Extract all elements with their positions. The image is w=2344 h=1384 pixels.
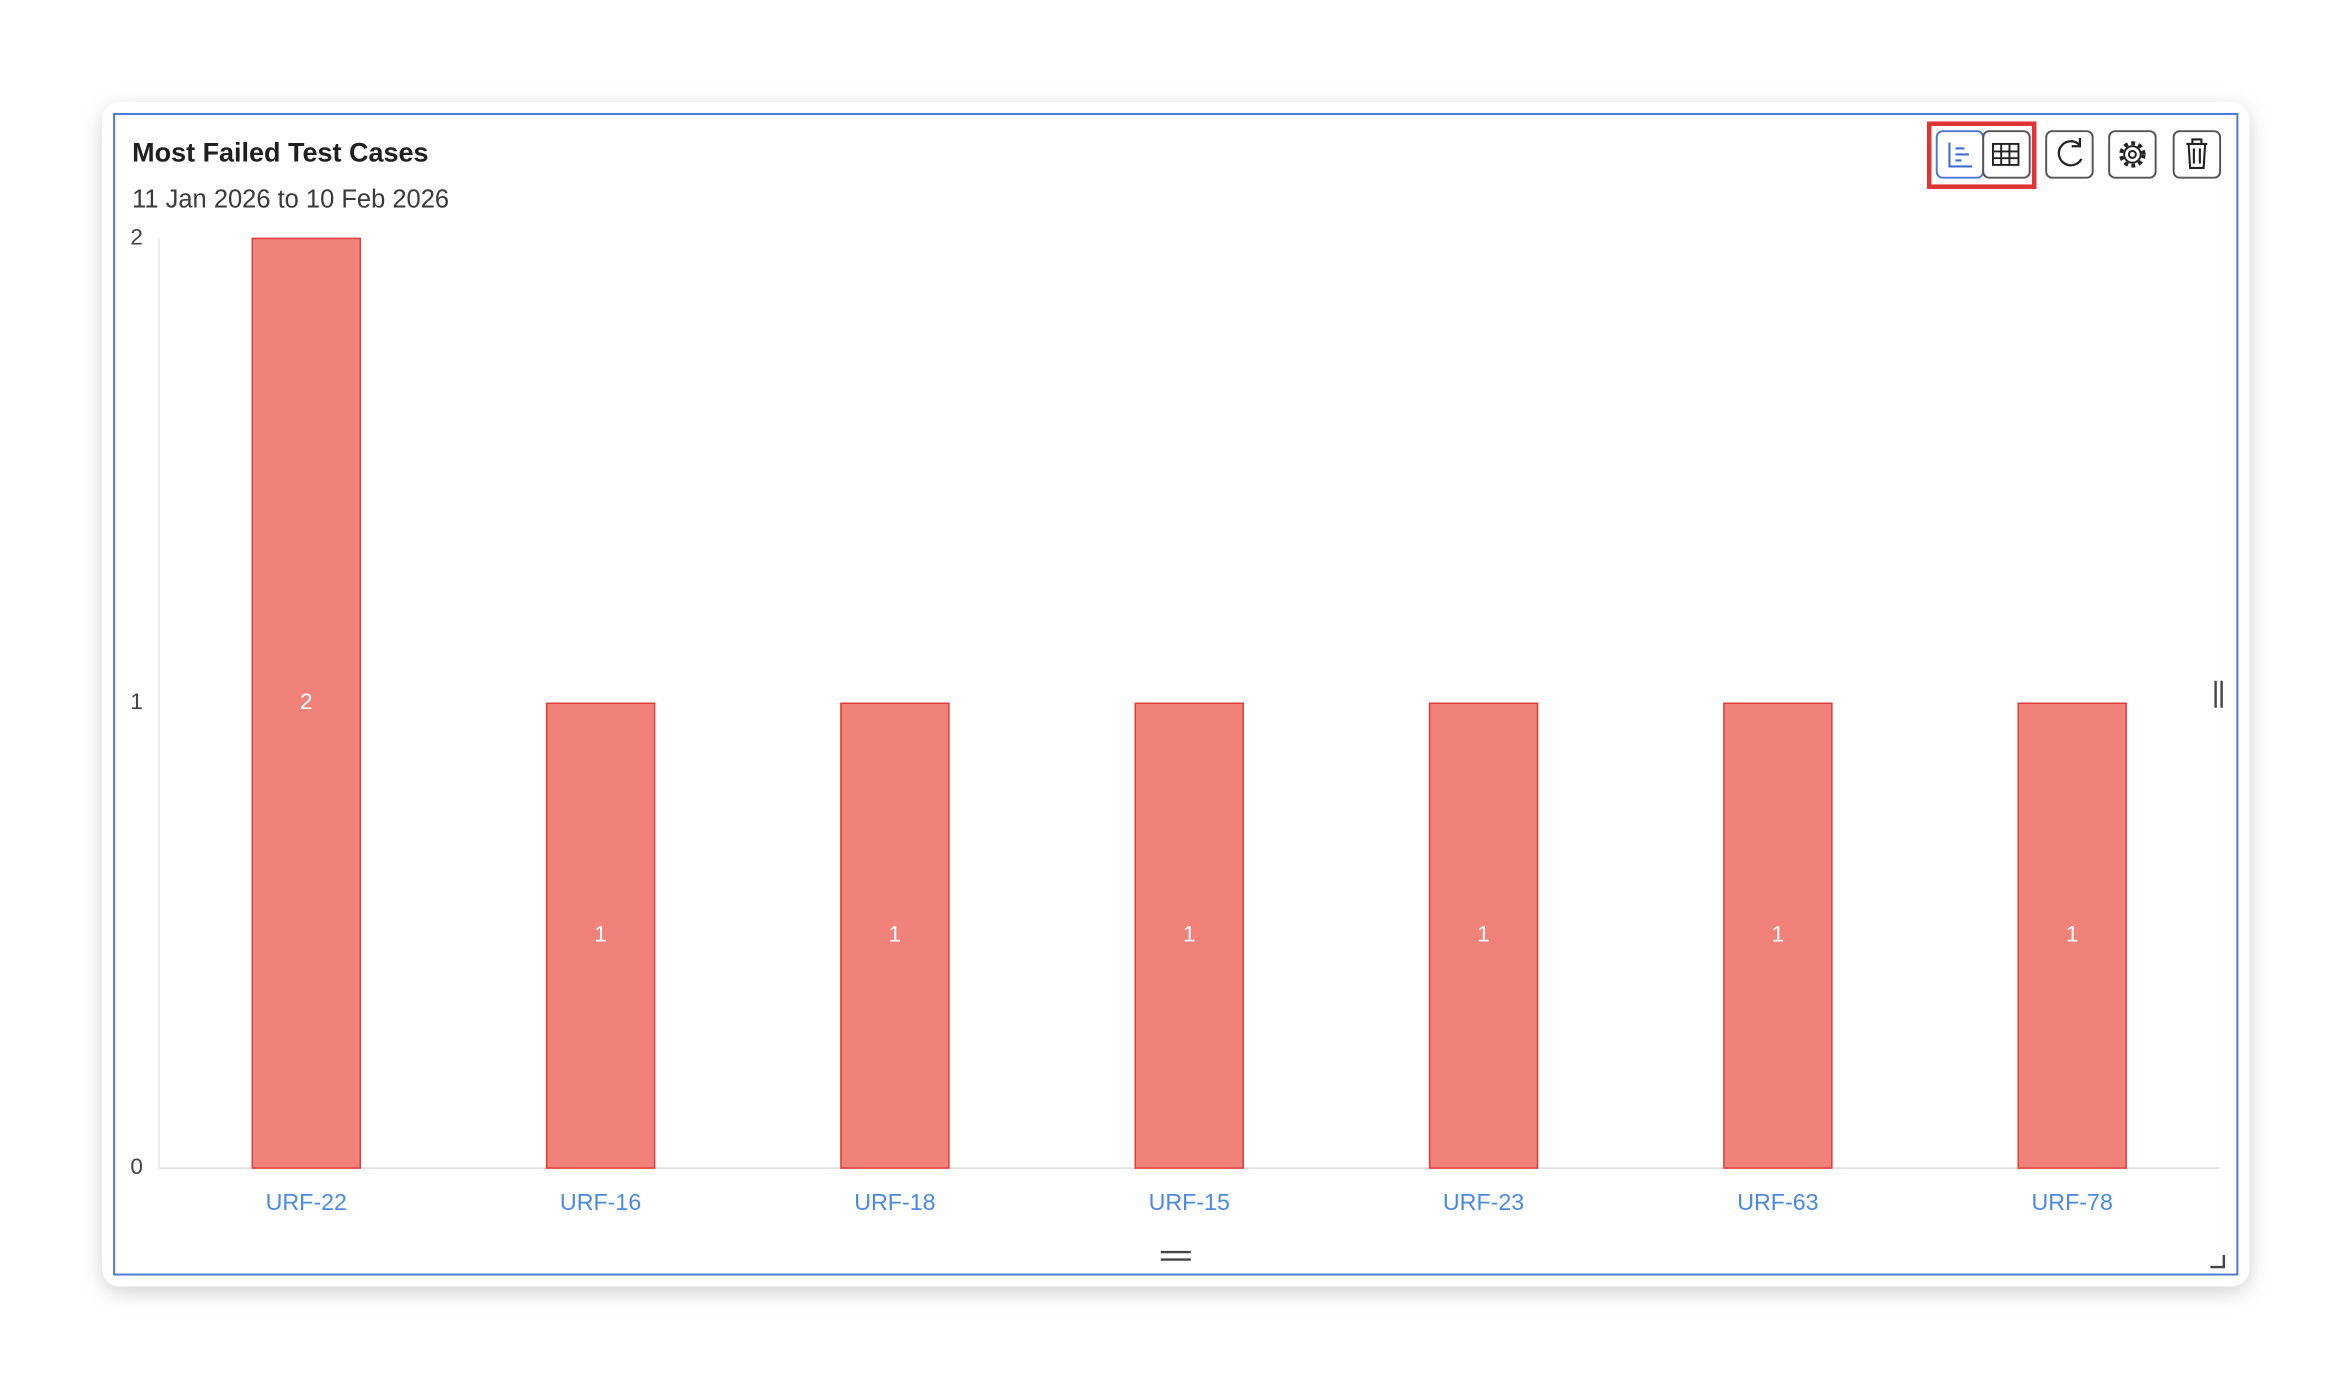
delete-button[interactable] — [2172, 130, 2222, 179]
y-tick-label: 0 — [130, 1154, 143, 1179]
x-tick-label: URF-22 — [266, 1189, 347, 1215]
bar-value-label: 1 — [594, 922, 607, 947]
bar — [251, 237, 362, 1169]
refresh-button[interactable] — [2045, 130, 2094, 179]
bar-value-label: 1 — [2066, 922, 2079, 947]
card-border — [113, 112, 2239, 1276]
x-tick-label: URF-63 — [1737, 1189, 1818, 1215]
bar — [1134, 702, 1244, 1169]
highlight-box — [1926, 121, 2037, 189]
chart-subtitle: 11 Jan 2026 to 10 Feb 2026 — [132, 186, 449, 214]
table-view-button[interactable] — [1982, 130, 2031, 179]
resize-handle-bottom[interactable] — [1160, 1250, 1191, 1261]
chart-title: Most Failed Test Cases — [132, 138, 428, 168]
y-tick-label: 2 — [130, 224, 143, 249]
bar-value-label: 1 — [1183, 922, 1196, 947]
bar — [2017, 702, 2127, 1169]
bar — [840, 702, 950, 1169]
bar — [545, 702, 656, 1169]
x-tick-label: URF-16 — [560, 1189, 641, 1215]
chart-view-button[interactable] — [1935, 130, 1985, 179]
bar-value-label: 1 — [1477, 922, 1490, 947]
resize-handle-right[interactable] — [2214, 680, 2223, 708]
resize-handle-corner[interactable] — [2210, 1255, 2226, 1269]
x-tick-label: URF-18 — [854, 1189, 935, 1215]
x-tick-label: URF-23 — [1443, 1189, 1524, 1215]
bar — [1428, 702, 1539, 1169]
y-tick-label: 1 — [130, 689, 143, 714]
bar — [1723, 702, 1833, 1169]
x-tick-label: URF-15 — [1149, 1189, 1230, 1215]
settings-button[interactable] — [2108, 130, 2157, 179]
x-tick-label: URF-78 — [2032, 1189, 2113, 1215]
bar-value-label: 1 — [1772, 922, 1785, 947]
bar-value-label: 2 — [300, 689, 313, 714]
bar-value-label: 1 — [889, 922, 902, 947]
